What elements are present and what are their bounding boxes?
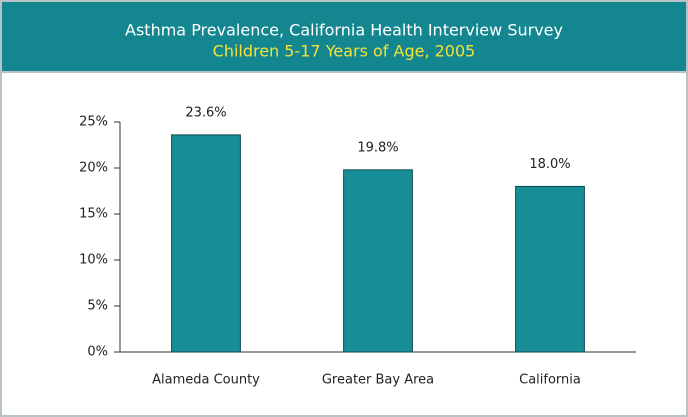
y-tick-label: 15% [79,207,108,222]
data-label: 18.0% [529,157,570,172]
bar [515,185,585,353]
y-tick-label: 20% [79,161,108,176]
y-tick-label: 5% [87,299,108,314]
bar [343,169,413,353]
x-tick-label: California [519,373,581,388]
data-label: 19.8% [357,140,398,155]
y-tick-label: 10% [79,253,108,268]
x-tick-label: Greater Bay Area [322,373,434,388]
chart-title: Asthma Prevalence, California Health Int… [125,21,563,40]
bar [171,134,241,353]
x-tick-label: Alameda County [152,373,260,388]
chart-subtitle: Children 5-17 Years of Age, 2005 [213,42,476,61]
y-tick-label: 25% [79,115,108,130]
header [0,0,688,73]
data-label: 23.6% [185,105,226,120]
y-tick-label: 0% [87,345,108,360]
